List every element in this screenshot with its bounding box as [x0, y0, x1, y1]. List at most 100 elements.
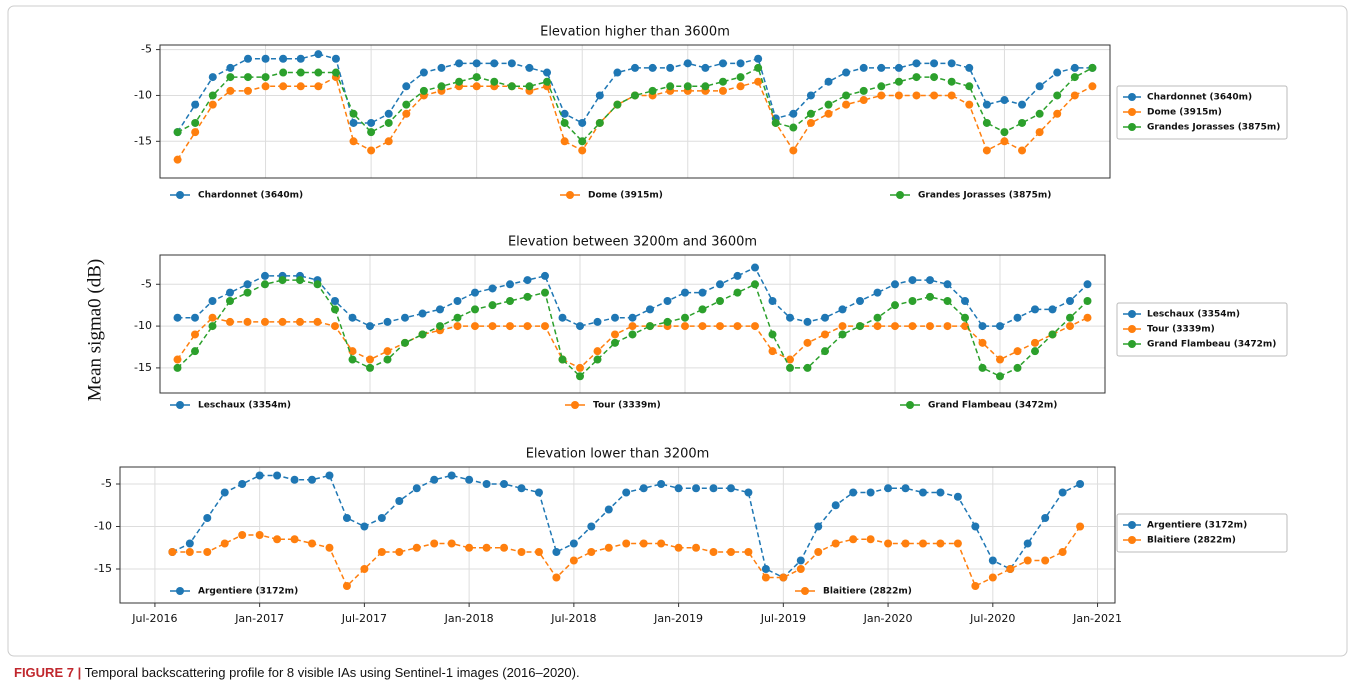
data-point [255, 471, 264, 480]
data-point [472, 59, 481, 68]
data-point [471, 288, 479, 297]
data-point [1023, 556, 1032, 565]
data-point [569, 539, 578, 548]
data-point [918, 488, 927, 497]
data-point [208, 313, 217, 322]
data-point [856, 322, 864, 331]
data-point [918, 539, 927, 548]
data-point [419, 86, 428, 95]
data-point [786, 313, 794, 322]
legend-box [1116, 85, 1288, 140]
data-point [578, 118, 587, 127]
series-line [176, 53, 1093, 133]
legend-swatch [176, 401, 184, 409]
data-point [639, 484, 648, 493]
data-point [803, 317, 812, 326]
data-point [576, 322, 584, 331]
data-point [465, 475, 474, 484]
data-point [191, 118, 200, 127]
data-point [996, 322, 1004, 331]
data-point [978, 363, 987, 372]
data-point [611, 330, 619, 339]
data-point [1070, 73, 1079, 82]
data-point [1070, 63, 1079, 72]
data-point [191, 313, 199, 322]
data-point [490, 77, 499, 86]
data-point [646, 322, 654, 331]
data-point [243, 288, 252, 297]
data-point [279, 54, 288, 63]
data-point [587, 548, 596, 556]
data-point [595, 91, 604, 100]
data-point [560, 137, 569, 146]
data-point [821, 330, 829, 339]
data-point [716, 297, 724, 305]
plot-frame [119, 466, 1116, 604]
data-point [1066, 313, 1074, 322]
data-point [692, 484, 701, 493]
data-point [560, 118, 569, 127]
legend-label: Leschaux (3354m) [198, 401, 291, 411]
caption: FIGURE 7 | Temporal backscattering profi… [14, 665, 580, 680]
series-line [176, 76, 1093, 161]
data-point [447, 471, 456, 480]
data-point [873, 322, 882, 331]
data-point [842, 68, 851, 77]
data-point [383, 317, 392, 326]
legend-label: Dome (3915m) [1147, 108, 1222, 118]
data-point [1013, 347, 1022, 356]
data-point [541, 271, 549, 280]
legend-swatch [1128, 521, 1136, 529]
legend-label: Tour (3339m) [593, 401, 661, 411]
data-point [877, 63, 886, 72]
legend-label: Argentiere (3172m) [198, 587, 298, 597]
data-point [965, 82, 974, 91]
data-point [736, 82, 745, 91]
data-point [733, 271, 742, 280]
data-point [402, 109, 411, 118]
data-point [558, 355, 567, 364]
data-point [1053, 68, 1062, 77]
data-point [849, 488, 858, 497]
y-tick-label: -5 [141, 43, 152, 56]
data-point [226, 297, 234, 305]
data-point [912, 73, 921, 82]
data-point [628, 322, 637, 331]
data-point [1000, 96, 1009, 105]
data-point [789, 109, 798, 118]
data-point [523, 322, 532, 331]
data-point [348, 355, 357, 364]
data-point [314, 50, 323, 59]
data-point [716, 280, 724, 289]
data-point [971, 522, 980, 531]
data-point [754, 54, 763, 63]
data-point [803, 363, 812, 372]
data-point [1041, 514, 1050, 522]
data-point [261, 73, 270, 82]
data-point [191, 330, 199, 339]
data-point [471, 322, 479, 331]
data-point [779, 573, 788, 582]
data-point [278, 276, 287, 285]
data-point [761, 565, 770, 573]
data-point [709, 484, 718, 493]
data-point [639, 539, 648, 548]
data-point [576, 372, 584, 381]
data-point [430, 475, 439, 484]
legend-label: Chardonnet (3640m) [198, 191, 303, 201]
data-point [412, 484, 421, 493]
data-point [856, 297, 864, 305]
data-point [490, 59, 499, 68]
data-point [203, 548, 212, 556]
data-point [191, 347, 199, 356]
caption-label: FIGURE 7 | [14, 665, 81, 680]
data-point [367, 128, 376, 137]
data-point [912, 59, 921, 68]
data-point [243, 73, 252, 82]
data-point [674, 543, 683, 552]
data-point [736, 73, 745, 82]
legend-swatch [1128, 536, 1136, 544]
legend-swatch [896, 191, 904, 199]
y-tick-label: -5 [141, 277, 152, 290]
